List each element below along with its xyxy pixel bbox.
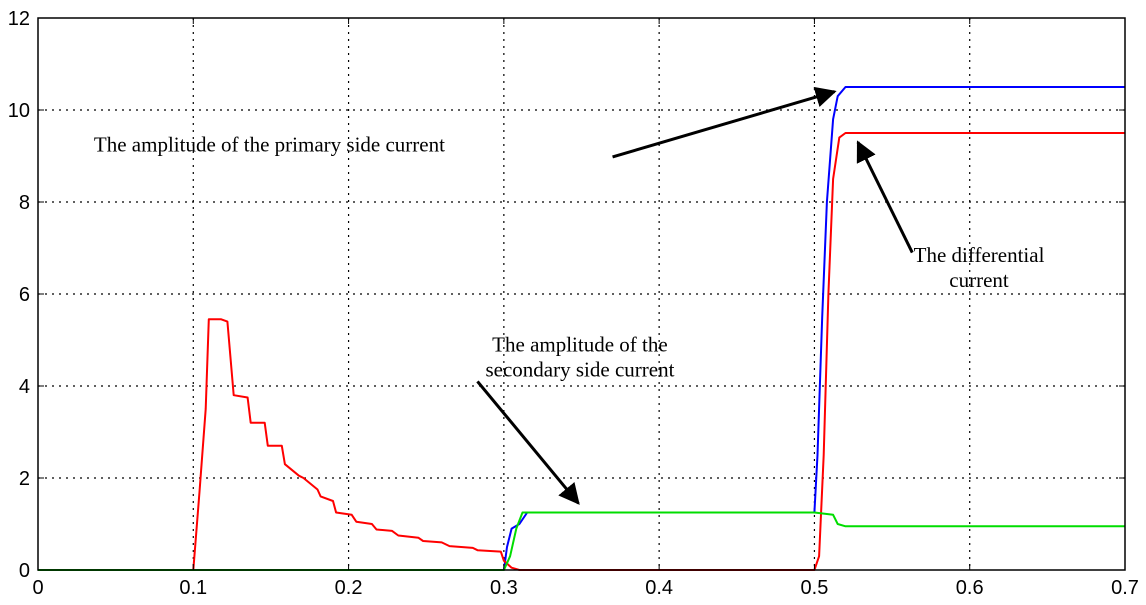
- y-tick-label: 2: [19, 468, 30, 490]
- annotation-arrow: [856, 140, 914, 254]
- y-tick-label: 10: [8, 100, 30, 122]
- y-tick-label: 8: [19, 192, 30, 214]
- x-tick-label: 0.2: [335, 577, 363, 599]
- annotation-text: The differential: [914, 243, 1045, 267]
- x-tick-label: 0.6: [956, 577, 984, 599]
- annotation-arrow: [612, 86, 837, 159]
- x-tick-label: 0: [32, 577, 43, 599]
- x-tick-label: 0.7: [1111, 577, 1139, 599]
- series-group: [38, 86, 1125, 571]
- y-tick-label: 4: [19, 376, 30, 398]
- x-tick-label: 0.1: [179, 577, 207, 599]
- annotation-text: current: [949, 268, 1009, 292]
- y-tick-label: 0: [19, 560, 30, 582]
- y-tick-label: 12: [8, 8, 30, 30]
- annotation-text: The amplitude of the: [492, 333, 668, 357]
- annotations: The amplitude of the primary side curren…: [94, 86, 1045, 505]
- annotation-text: secondary side current: [485, 358, 674, 382]
- x-tick-label: 0.3: [490, 577, 518, 599]
- x-tick-label: 0.5: [801, 577, 829, 599]
- x-tick-label: 0.4: [645, 577, 673, 599]
- axis-ticks: 0 0.1 0.2 0.3 0.4 0.5 0.6 0.7 0 2 4 6 8 10 12: [8, 8, 1139, 599]
- annotation-arrow: [476, 380, 580, 505]
- y-tick-label: 6: [19, 284, 30, 306]
- annotation-text: The amplitude of the primary side curren…: [94, 132, 445, 156]
- grid: [38, 18, 1125, 570]
- series-line-green: [38, 511, 1125, 571]
- series-line-blue: [38, 86, 1125, 571]
- plot-area-frame: [37, 17, 1126, 571]
